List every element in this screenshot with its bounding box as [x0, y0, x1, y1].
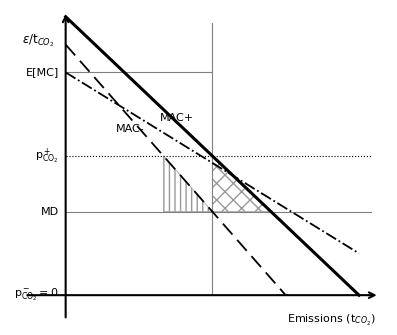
Text: Emissions (t$_{CO_2}$): Emissions (t$_{CO_2}$) — [287, 313, 375, 328]
Text: $\mathregular{p^+_{CO_2}}$: $\mathregular{p^+_{CO_2}}$ — [35, 146, 59, 166]
Text: $\epsilon$/t$_{CO_2}$: $\epsilon$/t$_{CO_2}$ — [22, 32, 54, 49]
Text: MAC+: MAC+ — [160, 113, 194, 123]
Text: $\mathregular{p^-_{CO_2}{=}0}$: $\mathregular{p^-_{CO_2}{=}0}$ — [14, 287, 59, 303]
Text: MD: MD — [41, 207, 59, 217]
Text: E[MC]: E[MC] — [26, 67, 59, 77]
Text: MAC-: MAC- — [116, 124, 144, 134]
